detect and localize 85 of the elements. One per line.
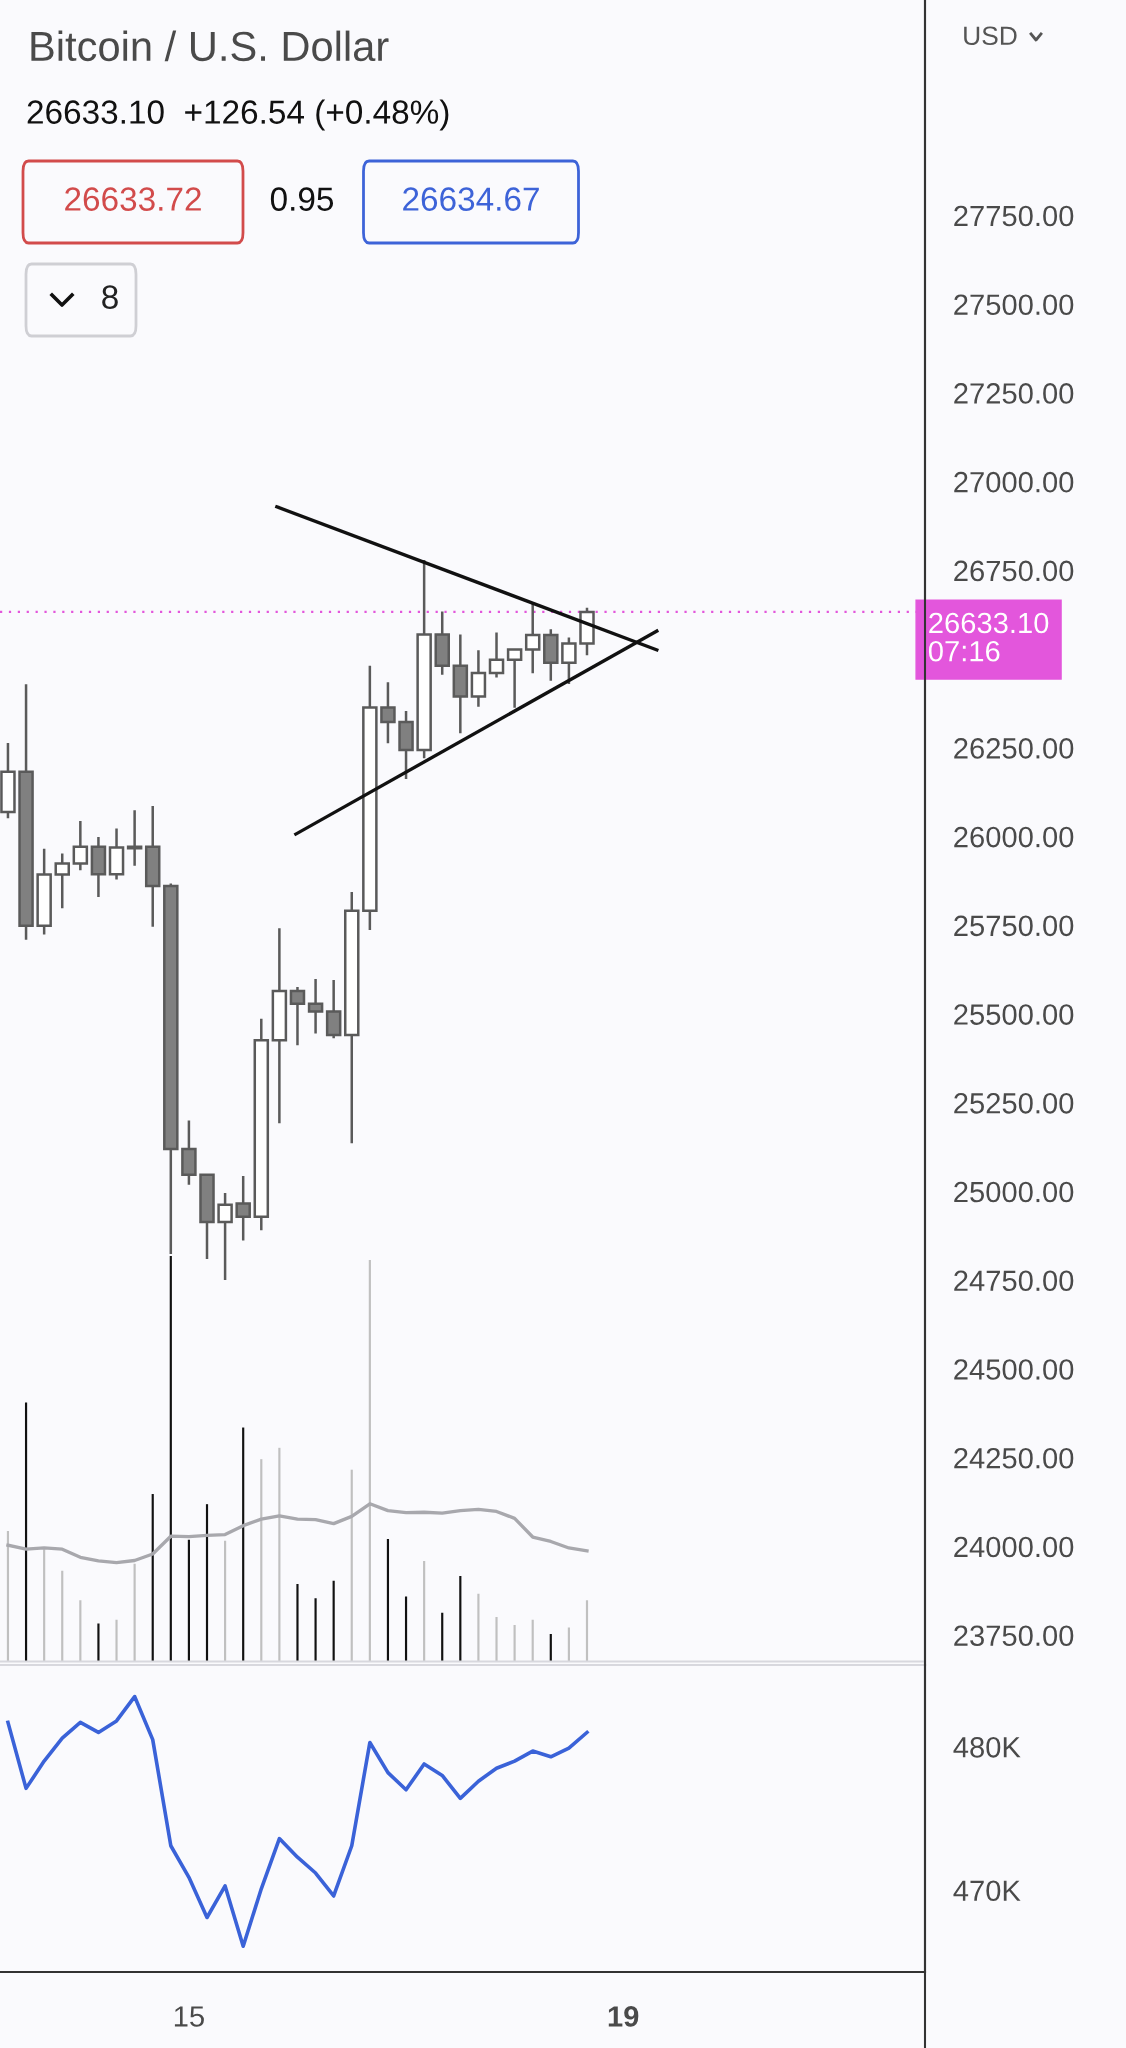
candlestick — [416, 558, 432, 760]
bar — [79, 1600, 82, 1662]
candlestick — [488, 631, 505, 679]
line-series — [6, 1694, 589, 1948]
bar — [115, 1619, 118, 1662]
candlestick — [217, 1191, 233, 1282]
bar — [169, 1256, 172, 1662]
bar — [43, 1549, 46, 1662]
bar — [368, 1260, 371, 1662]
annotation: 0.95 — [270, 187, 334, 211]
candlestick — [199, 1173, 215, 1261]
y-tick-label: 26250.00 — [954, 738, 1074, 759]
candlestick — [344, 890, 360, 1145]
candlestick — [524, 601, 541, 675]
candlestick — [434, 610, 450, 676]
candlestick — [36, 847, 52, 936]
candlestick — [144, 804, 161, 928]
y-tick-label: 24500.00 — [954, 1359, 1074, 1380]
x-tick-label: 15 — [174, 2006, 204, 2027]
y-tick-label: 26750.00 — [954, 560, 1074, 582]
y-tick-label: 27000.00 — [954, 471, 1074, 493]
candlestick — [380, 680, 396, 745]
candlestick — [543, 628, 559, 683]
bar — [242, 1427, 245, 1662]
annotation: 26634.67 — [403, 187, 539, 211]
candlestick — [126, 809, 143, 867]
bar — [314, 1598, 317, 1662]
text: Bitcoin / U.S. Dollar — [31, 30, 389, 62]
candlestick — [72, 819, 89, 872]
bar — [24, 1402, 28, 1662]
bar — [296, 1584, 299, 1662]
bar — [495, 1616, 498, 1662]
x-tick-label: 19 — [608, 2006, 639, 2027]
bar — [585, 1600, 589, 1662]
annotation: 8 — [102, 285, 118, 309]
candlestick — [18, 683, 34, 942]
y-tick-label: 25500.00 — [954, 1004, 1074, 1025]
y-tick-label: 27750.00 — [954, 205, 1074, 227]
y-tick-label: 24250.00 — [954, 1447, 1074, 1469]
y-tick-label: 25250.00 — [954, 1092, 1074, 1114]
candlestick — [362, 664, 378, 932]
bar — [278, 1447, 281, 1662]
y-tick-label: 26000.00 — [954, 826, 1074, 848]
bar — [224, 1540, 227, 1662]
candlestick — [506, 648, 523, 709]
candlestick — [54, 852, 71, 910]
candlestick — [108, 827, 125, 881]
candlestick — [163, 882, 179, 1256]
bar — [459, 1575, 462, 1662]
y-tick-label: 24750.00 — [954, 1270, 1074, 1292]
candlestick — [0, 741, 16, 820]
candlestick — [253, 1017, 270, 1232]
candlestick — [289, 985, 306, 1047]
bar — [61, 1570, 64, 1662]
candlestick — [181, 1119, 197, 1187]
candlestick — [561, 636, 577, 686]
text: USD — [964, 26, 1017, 46]
candlestick — [307, 977, 324, 1035]
y-tick-label: 27250.00 — [954, 383, 1074, 404]
bar — [97, 1623, 100, 1662]
bar — [423, 1560, 426, 1662]
text: 26633.10 +126.54 (+0.48%) — [27, 99, 449, 131]
candlestick — [470, 648, 487, 708]
bar — [386, 1539, 390, 1662]
y-tick-label: 27500.00 — [954, 294, 1074, 316]
candlestick — [271, 926, 288, 1125]
bar — [477, 1593, 480, 1662]
bar — [187, 1539, 190, 1662]
y-tick-label: 25750.00 — [954, 915, 1074, 937]
candlestick — [579, 606, 595, 657]
candlestick — [398, 709, 414, 781]
bar — [133, 1563, 136, 1662]
bar — [260, 1459, 263, 1662]
y-tick-label: 24000.00 — [954, 1536, 1074, 1558]
y-tick-label: 25000.00 — [954, 1181, 1074, 1203]
candlestick — [235, 1174, 251, 1242]
candlestick — [325, 978, 342, 1040]
y-tick-label: 470K — [953, 1880, 1021, 1902]
annotation: 26633.72 — [65, 187, 201, 211]
ref-line-label: 26633.10 07:16 — [928, 612, 1049, 662]
candlestick — [452, 633, 469, 735]
bar — [332, 1580, 335, 1662]
y-tick-label: 23750.00 — [954, 1625, 1074, 1647]
y-tick-label: 480K — [953, 1736, 1021, 1758]
candlestick — [90, 835, 107, 899]
